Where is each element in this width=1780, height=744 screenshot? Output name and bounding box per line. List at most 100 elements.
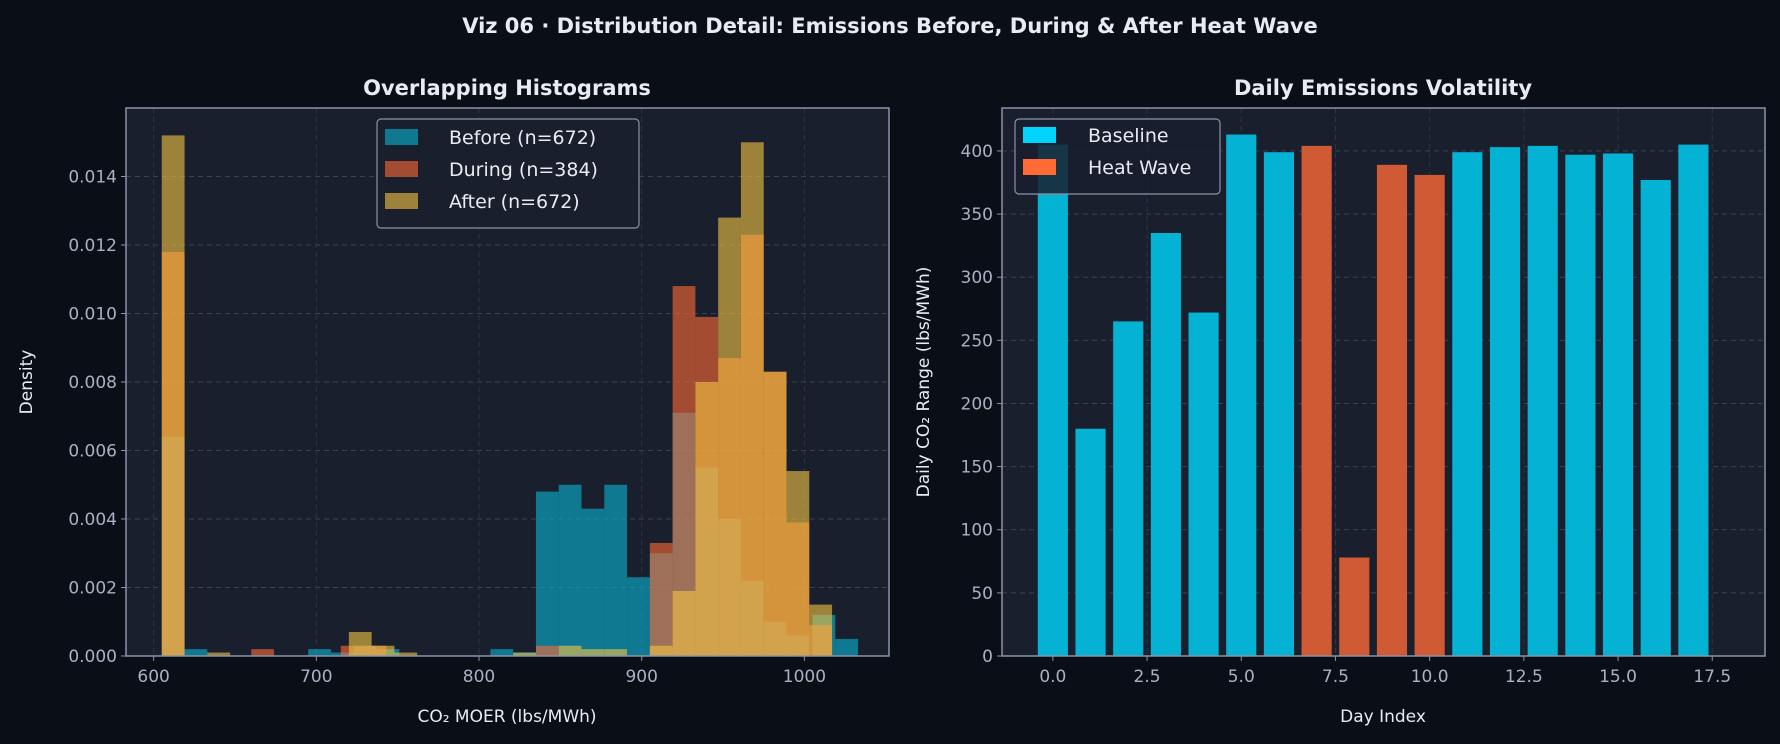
y-tick-label: 300 [961, 268, 993, 288]
x-tick-label: 800 [463, 667, 495, 687]
histogram-bar [558, 645, 582, 656]
bar-day-14 [1565, 154, 1596, 657]
bar-day-1 [1075, 428, 1106, 656]
bar-day-3 [1150, 233, 1181, 656]
bar-day-9 [1376, 164, 1408, 656]
histogram-bar [490, 649, 514, 656]
y-tick-label: 0.004 [68, 510, 117, 530]
bar-day-0 [1037, 144, 1068, 657]
y-tick-label: 0.010 [68, 305, 117, 325]
histogram-bar [308, 649, 331, 656]
histogram-bar [535, 491, 559, 656]
x-tick-label: 12.5 [1505, 667, 1543, 687]
y-tick-label: 150 [961, 458, 993, 478]
bar-day-12 [1489, 147, 1521, 656]
volatility-bar-chart: Daily Emissions Volatility Day Index Dai… [914, 76, 1766, 727]
histogram-bar [763, 371, 787, 656]
x-tick-label: 0.0 [1039, 667, 1066, 687]
x-tick-label: 700 [300, 667, 332, 687]
x-tick-label: 7.5 [1322, 667, 1349, 687]
bar-day-10 [1414, 174, 1445, 656]
histogram-bar [649, 645, 673, 656]
legend-label: Baseline [1088, 125, 1169, 147]
x-tick-label: 900 [625, 667, 657, 687]
histogram-bar [604, 649, 628, 656]
series-after [161, 135, 833, 656]
histogram-bar [513, 652, 536, 656]
bar-day-16 [1640, 179, 1671, 656]
x-tick-label: 15.0 [1599, 667, 1637, 687]
histogram-title: Overlapping Histograms [363, 76, 651, 100]
histogram-bar [535, 645, 559, 656]
legend-label: After (n=672) [449, 191, 580, 213]
plot-frame [125, 107, 890, 657]
bar-day-7 [1301, 145, 1332, 656]
histogram-bar [718, 217, 741, 656]
histogram-bar [672, 286, 696, 656]
histogram-bar [672, 590, 696, 656]
legend: Baseline Heat Wave [1014, 118, 1221, 195]
x-tick-label: 2.5 [1134, 667, 1161, 687]
y-tick-label: 0.014 [68, 168, 117, 188]
x-tick-label: 1000 [783, 667, 826, 687]
y-tick-label: 0.008 [68, 373, 117, 393]
figure-title: Viz 06 · Distribution Detail: Emissions … [462, 14, 1318, 38]
bar-day-2 [1113, 321, 1144, 656]
y-tick-label: 350 [961, 205, 993, 225]
x-tick-label: 10.0 [1411, 667, 1449, 687]
histogram-ylabel: Density [17, 350, 37, 415]
bar-day-6 [1263, 152, 1295, 656]
legend-swatch [385, 161, 418, 177]
histogram-bar [627, 577, 650, 656]
legend-swatch [1023, 159, 1056, 175]
bar-day-11 [1452, 152, 1483, 656]
legend-box [1014, 118, 1221, 195]
bar-day-13 [1527, 145, 1558, 656]
legend-label: Heat Wave [1088, 157, 1191, 179]
legend-box [376, 118, 640, 229]
histogram-bar [695, 382, 719, 656]
histogram-bar [251, 649, 275, 656]
bar-chart-ylabel: Daily CO₂ Range (lbs/MWh) [914, 267, 934, 498]
bar-chart-xlabel: Day Index [1340, 707, 1426, 727]
y-tick-label: 0.002 [68, 579, 117, 599]
histogram-bar [207, 652, 231, 656]
bar-day-17 [1678, 144, 1709, 657]
y-tick-label: 0.006 [68, 442, 117, 462]
y-tick-label: 0 [982, 647, 993, 667]
histogram-bar [649, 542, 673, 656]
histogram-bar [394, 652, 418, 656]
plot-frame [1001, 107, 1766, 657]
legend-swatch [385, 193, 418, 209]
histogram-bar [786, 471, 810, 656]
y-tick-label: 400 [961, 142, 993, 162]
histogram-bar [604, 484, 628, 656]
histogram-bar [558, 484, 582, 656]
histogram-bar [371, 645, 395, 656]
legend: Before (n=672) During (n=384) After (n=672… [376, 118, 640, 229]
bar-day-4 [1188, 312, 1219, 656]
legend-swatch [385, 129, 418, 145]
bar-chart-title: Daily Emissions Volatility [1234, 76, 1532, 100]
y-tick-label: 0.012 [68, 236, 117, 256]
legend-label: Before (n=672) [449, 127, 596, 149]
histogram-bar [581, 649, 605, 656]
histogram-bar [161, 135, 185, 656]
x-tick-label: 600 [137, 667, 169, 687]
x-tick-label: 17.5 [1693, 667, 1731, 687]
y-tick-label: 0.000 [68, 647, 117, 667]
y-tick-label: 100 [961, 521, 993, 541]
y-tick-label: 250 [961, 331, 993, 351]
y-tick-label: 200 [961, 394, 993, 414]
histogram-bar [835, 638, 859, 656]
histogram-chart: Overlapping Histograms CO₂ MOER (lbs/MWh… [17, 76, 890, 727]
bars [1037, 134, 1709, 657]
bar-day-15 [1602, 153, 1634, 656]
histogram-bar [809, 604, 833, 656]
bar-day-5 [1226, 134, 1257, 657]
histogram-bar [184, 649, 208, 656]
bar-day-8 [1339, 557, 1370, 656]
legend-swatch [1023, 127, 1056, 143]
histogram-bar [348, 632, 372, 656]
